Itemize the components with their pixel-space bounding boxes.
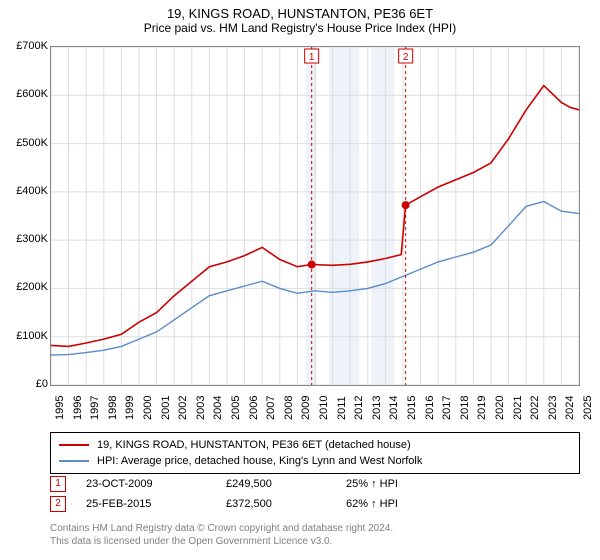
x-tick-label: 2018 (459, 396, 471, 420)
legend: 19, KINGS ROAD, HUNSTANTON, PE36 6ET (de… (50, 432, 580, 474)
y-tick-label: £500K (0, 137, 48, 149)
x-tick-label: 2005 (230, 396, 242, 420)
x-tick-label: 2006 (248, 396, 260, 420)
x-tick-label: 2008 (283, 396, 295, 420)
x-tick-label: 2000 (142, 396, 154, 420)
x-tick-label: 2023 (547, 396, 559, 420)
x-tick-label: 2004 (212, 396, 224, 420)
y-tick-label: £0 (0, 378, 48, 390)
sales-list: 1 23-OCT-2009 £249,500 25% ↑ HPI 2 25-FE… (50, 474, 580, 514)
y-tick-label: £100K (0, 330, 48, 342)
page-root: 19, KINGS ROAD, HUNSTANTON, PE36 6ET Pri… (0, 0, 600, 560)
sale-price-2: £372,500 (226, 498, 346, 510)
footer-attribution: Contains HM Land Registry data © Crown c… (50, 522, 580, 548)
chart-plot-area: 12 (50, 46, 580, 386)
x-tick-label: 2002 (177, 396, 189, 420)
sale-date-1: 23-OCT-2009 (86, 478, 226, 490)
svg-text:2: 2 (403, 52, 409, 63)
x-tick-label: 2025 (582, 396, 594, 420)
x-tick-label: 2013 (371, 396, 383, 420)
x-tick-label: 2021 (512, 396, 524, 420)
legend-label-hpi: HPI: Average price, detached house, King… (97, 455, 422, 467)
y-tick-label: £300K (0, 233, 48, 245)
y-tick-label: £400K (0, 185, 48, 197)
legend-swatch-hpi (59, 460, 89, 462)
y-tick-label: £600K (0, 88, 48, 100)
x-tick-label: 1999 (124, 396, 136, 420)
x-tick-label: 1998 (107, 396, 119, 420)
x-tick-label: 1995 (54, 396, 66, 420)
chart-svg: 12 (51, 47, 579, 385)
x-tick-label: 1997 (89, 396, 101, 420)
x-tick-label: 2022 (529, 396, 541, 420)
sale-row-1: 1 23-OCT-2009 £249,500 25% ↑ HPI (50, 474, 580, 494)
x-tick-label: 2015 (406, 396, 418, 420)
x-tick-label: 2012 (353, 396, 365, 420)
svg-text:1: 1 (309, 52, 315, 63)
legend-label-property: 19, KINGS ROAD, HUNSTANTON, PE36 6ET (de… (97, 439, 411, 451)
legend-item-property: 19, KINGS ROAD, HUNSTANTON, PE36 6ET (de… (59, 437, 571, 453)
sale-row-2: 2 25-FEB-2015 £372,500 62% ↑ HPI (50, 494, 580, 514)
x-tick-label: 2010 (318, 396, 330, 420)
legend-item-hpi: HPI: Average price, detached house, King… (59, 453, 571, 469)
x-tick-label: 2019 (476, 396, 488, 420)
sale-hpi-1: 25% ↑ HPI (346, 478, 466, 490)
x-tick-label: 2011 (336, 396, 348, 420)
x-tick-label: 1996 (72, 396, 84, 420)
sale-marker-2: 2 (50, 496, 66, 512)
x-tick-label: 2003 (195, 396, 207, 420)
x-tick-label: 2001 (160, 396, 172, 420)
sale-price-1: £249,500 (226, 478, 346, 490)
x-tick-label: 2009 (300, 396, 312, 420)
footer-line-2: This data is licensed under the Open Gov… (50, 535, 580, 548)
x-tick-label: 2024 (564, 396, 576, 420)
x-tick-label: 2014 (388, 396, 400, 420)
footer-line-1: Contains HM Land Registry data © Crown c… (50, 522, 580, 535)
x-tick-label: 2016 (424, 396, 436, 420)
chart-title: 19, KINGS ROAD, HUNSTANTON, PE36 6ET (0, 0, 600, 21)
x-tick-label: 2020 (494, 396, 506, 420)
x-tick-label: 2007 (265, 396, 277, 420)
sale-marker-1: 1 (50, 476, 66, 492)
y-tick-label: £700K (0, 40, 48, 52)
y-tick-label: £200K (0, 281, 48, 293)
legend-swatch-property (59, 444, 89, 446)
sale-hpi-2: 62% ↑ HPI (346, 498, 466, 510)
chart-subtitle: Price paid vs. HM Land Registry's House … (0, 21, 600, 35)
x-tick-label: 2017 (441, 396, 453, 420)
sale-date-2: 25-FEB-2015 (86, 498, 226, 510)
